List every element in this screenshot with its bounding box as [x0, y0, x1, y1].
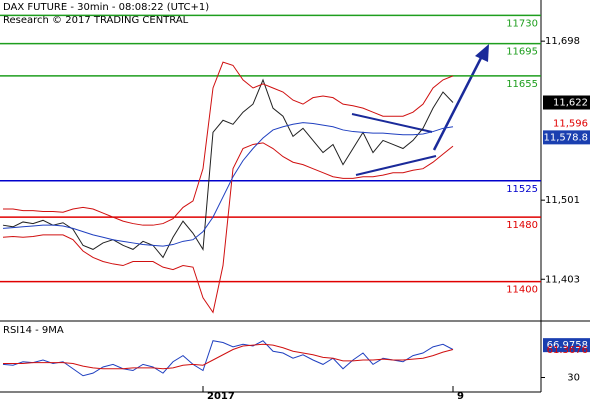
series-line [2, 340, 454, 377]
price-tag: 66.9758 [547, 340, 588, 351]
trendline [351, 113, 433, 133]
chart-subtitle: Research © 2017 TRADING CENTRAL [3, 15, 189, 26]
price-tag-box [543, 130, 590, 145]
level-label: 11400 [506, 285, 538, 296]
trendline [355, 155, 437, 176]
price-tag: 61.3676 [547, 345, 588, 356]
price-tag-box [543, 338, 590, 353]
y-tick-label: 11,403 [545, 274, 580, 285]
y-tick-label: 30 [567, 373, 580, 384]
series-line [2, 78, 454, 259]
level-label: 11730 [506, 18, 538, 29]
level-label: 11480 [506, 220, 538, 231]
forecast-arrow [432, 55, 484, 151]
series-line [3, 61, 454, 226]
price-tag: 11,578.8 [543, 132, 588, 143]
arrow-head [475, 44, 489, 62]
x-tick-label: 9 [457, 391, 464, 400]
price-tag: 11,622 [553, 98, 588, 109]
price-tag-box [543, 95, 590, 110]
level-label: 11695 [506, 47, 538, 58]
y-tick-label: 11,501 [545, 195, 580, 206]
series-line [3, 343, 454, 370]
y-tick-label: 11,698 [545, 36, 580, 47]
series-line [2, 122, 454, 247]
rsi-title: RSI14 - 9MA [3, 325, 64, 336]
level-label: 11655 [506, 79, 538, 90]
price-tag: 11,596 [553, 118, 588, 129]
level-label: 11525 [506, 184, 538, 195]
series-line [2, 142, 454, 314]
chart-title: DAX FUTURE - 30min - 08:08:22 (UTC+1) [3, 2, 209, 13]
x-tick-label: 2017 [207, 391, 235, 400]
